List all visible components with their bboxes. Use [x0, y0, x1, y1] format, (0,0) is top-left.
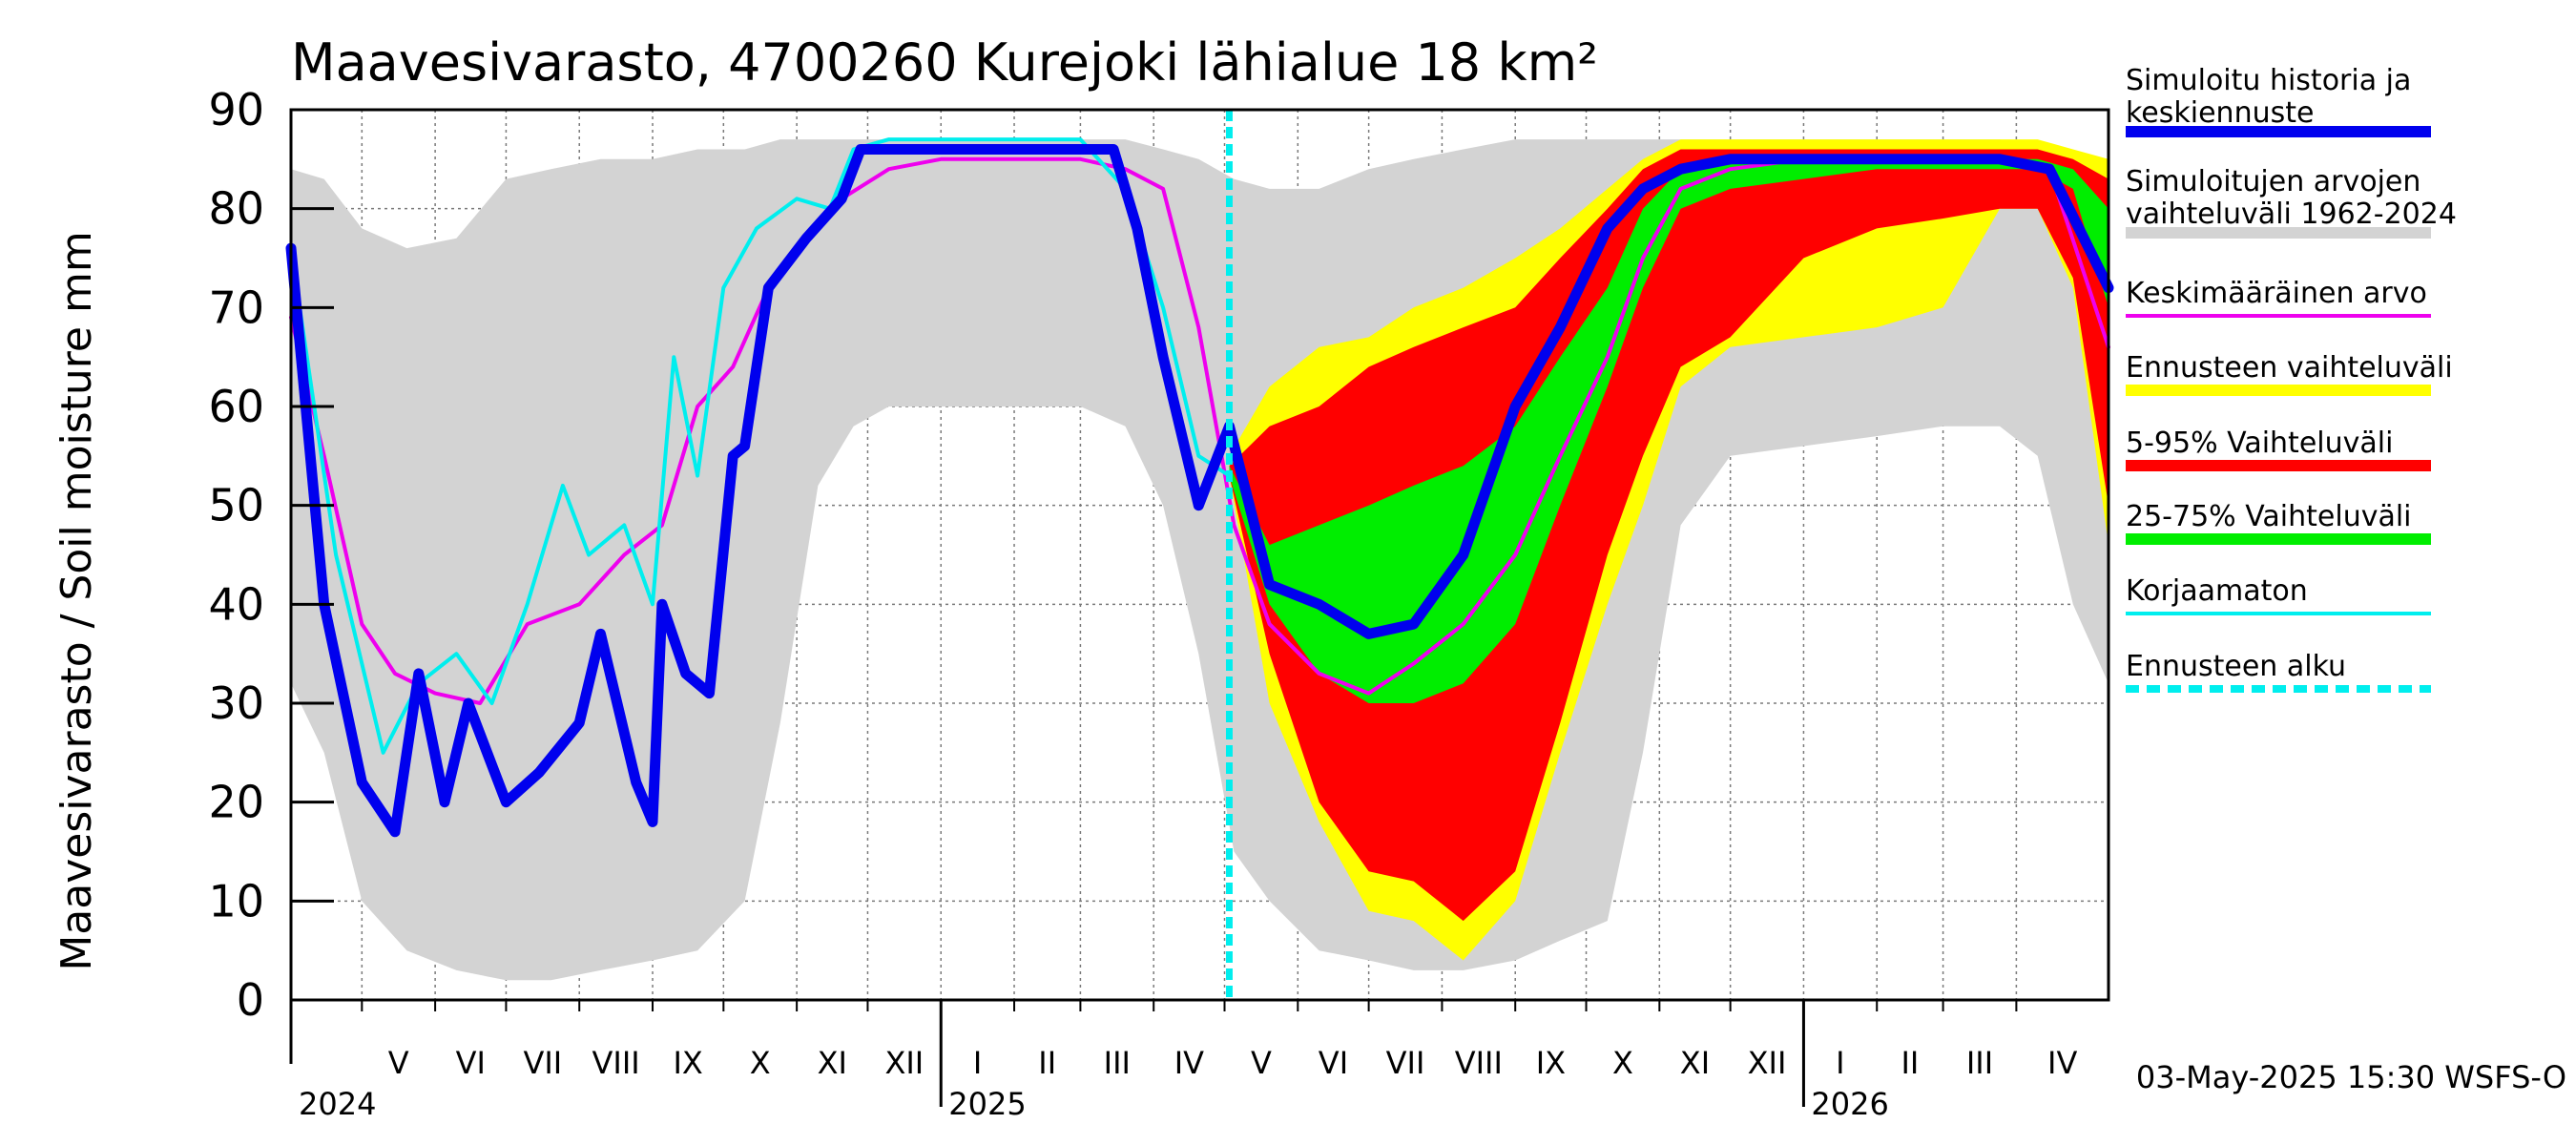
- y-tick-label: 80: [208, 183, 264, 235]
- y-tick-label: 90: [208, 84, 264, 135]
- month-label: XII: [1748, 1045, 1787, 1081]
- month-label: VII: [1386, 1045, 1425, 1081]
- y-tick-label: 20: [208, 777, 264, 828]
- series-line-5: [289, 137, 1232, 755]
- month-label: IX: [1536, 1045, 1566, 1081]
- y-tick-label: 40: [208, 578, 264, 630]
- y-tick-label: 60: [208, 381, 264, 432]
- chart-title: Maavesivarasto, 4700260 Kurejoki lähialu…: [291, 32, 1598, 93]
- month-label: IV: [1174, 1045, 1204, 1081]
- month-label: VI: [1319, 1045, 1348, 1081]
- y-tick-label: 50: [208, 480, 264, 531]
- month-label: VI: [456, 1045, 486, 1081]
- legend-label-1-line2: vaihteluväli 1962-2024: [2126, 198, 2457, 231]
- year-label: 2026: [1811, 1086, 1888, 1122]
- legend-label-1: Simuloitujen arvojen: [2126, 165, 2420, 198]
- series-line-4: [289, 156, 2110, 705]
- month-label: XI: [1680, 1045, 1710, 1081]
- y-tick-label: 70: [208, 281, 264, 333]
- year-label: 2024: [299, 1086, 376, 1122]
- legend-label-0-line2: keskiennuste: [2126, 96, 2314, 130]
- month-label: XI: [818, 1045, 847, 1081]
- series-lines: [285, 137, 2114, 838]
- month-label: II: [1901, 1045, 1919, 1081]
- y-tick-label: 0: [237, 974, 264, 1026]
- plot-frame: [289, 108, 2110, 1002]
- timestamp-label: 03-May-2025 15:30 WSFS-O: [2136, 1059, 2566, 1095]
- month-label: V: [1251, 1045, 1272, 1081]
- y-tick-label: 30: [208, 677, 264, 729]
- legend-label-7: Ennusteen alku: [2126, 650, 2346, 683]
- month-label: I: [973, 1045, 982, 1081]
- month-label: VIII: [1455, 1045, 1503, 1081]
- month-label: XII: [884, 1045, 924, 1081]
- month-label: I: [1836, 1045, 1844, 1081]
- month-label: VIII: [592, 1045, 640, 1081]
- month-label: III: [1966, 1045, 1993, 1081]
- month-label: X: [1612, 1045, 1633, 1081]
- legend-label-5: 25-75% Vaihteluväli: [2126, 500, 2412, 533]
- month-label: II: [1038, 1045, 1056, 1081]
- y-axis-label: Maavesivarasto / Soil moisture mm: [52, 231, 101, 970]
- y-tick-label: 10: [208, 875, 264, 926]
- month-label: VII: [523, 1045, 562, 1081]
- month-label: IV: [2047, 1045, 2077, 1081]
- series-line-6: [285, 144, 2114, 838]
- band-2: [1229, 149, 2109, 922]
- legend-label-0: Simuloitu historia ja: [2126, 64, 2411, 97]
- month-label: III: [1104, 1045, 1131, 1081]
- month-label: V: [388, 1045, 409, 1081]
- legend-label-3: Ennusteen vaihteluväli: [2126, 351, 2453, 385]
- legend-label-6: Korjaamaton: [2126, 574, 2308, 608]
- legend-label-2: Keskimääräinen arvo: [2126, 277, 2427, 310]
- month-label: X: [750, 1045, 771, 1081]
- year-label: 2025: [948, 1086, 1026, 1122]
- legend-label-4: 5-95% Vaihteluväli: [2126, 427, 2393, 460]
- month-label: IX: [673, 1045, 702, 1081]
